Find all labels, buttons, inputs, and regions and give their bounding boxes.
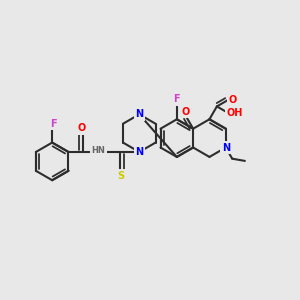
Text: N: N <box>135 147 143 157</box>
Text: N: N <box>222 142 230 152</box>
Text: S: S <box>117 171 124 181</box>
Text: O: O <box>78 123 86 133</box>
Text: N: N <box>135 109 143 119</box>
Text: OH: OH <box>227 108 243 118</box>
Text: O: O <box>181 107 189 117</box>
Text: F: F <box>173 94 180 104</box>
Text: O: O <box>229 95 237 105</box>
Text: F: F <box>50 119 56 129</box>
Text: HN: HN <box>92 146 106 155</box>
